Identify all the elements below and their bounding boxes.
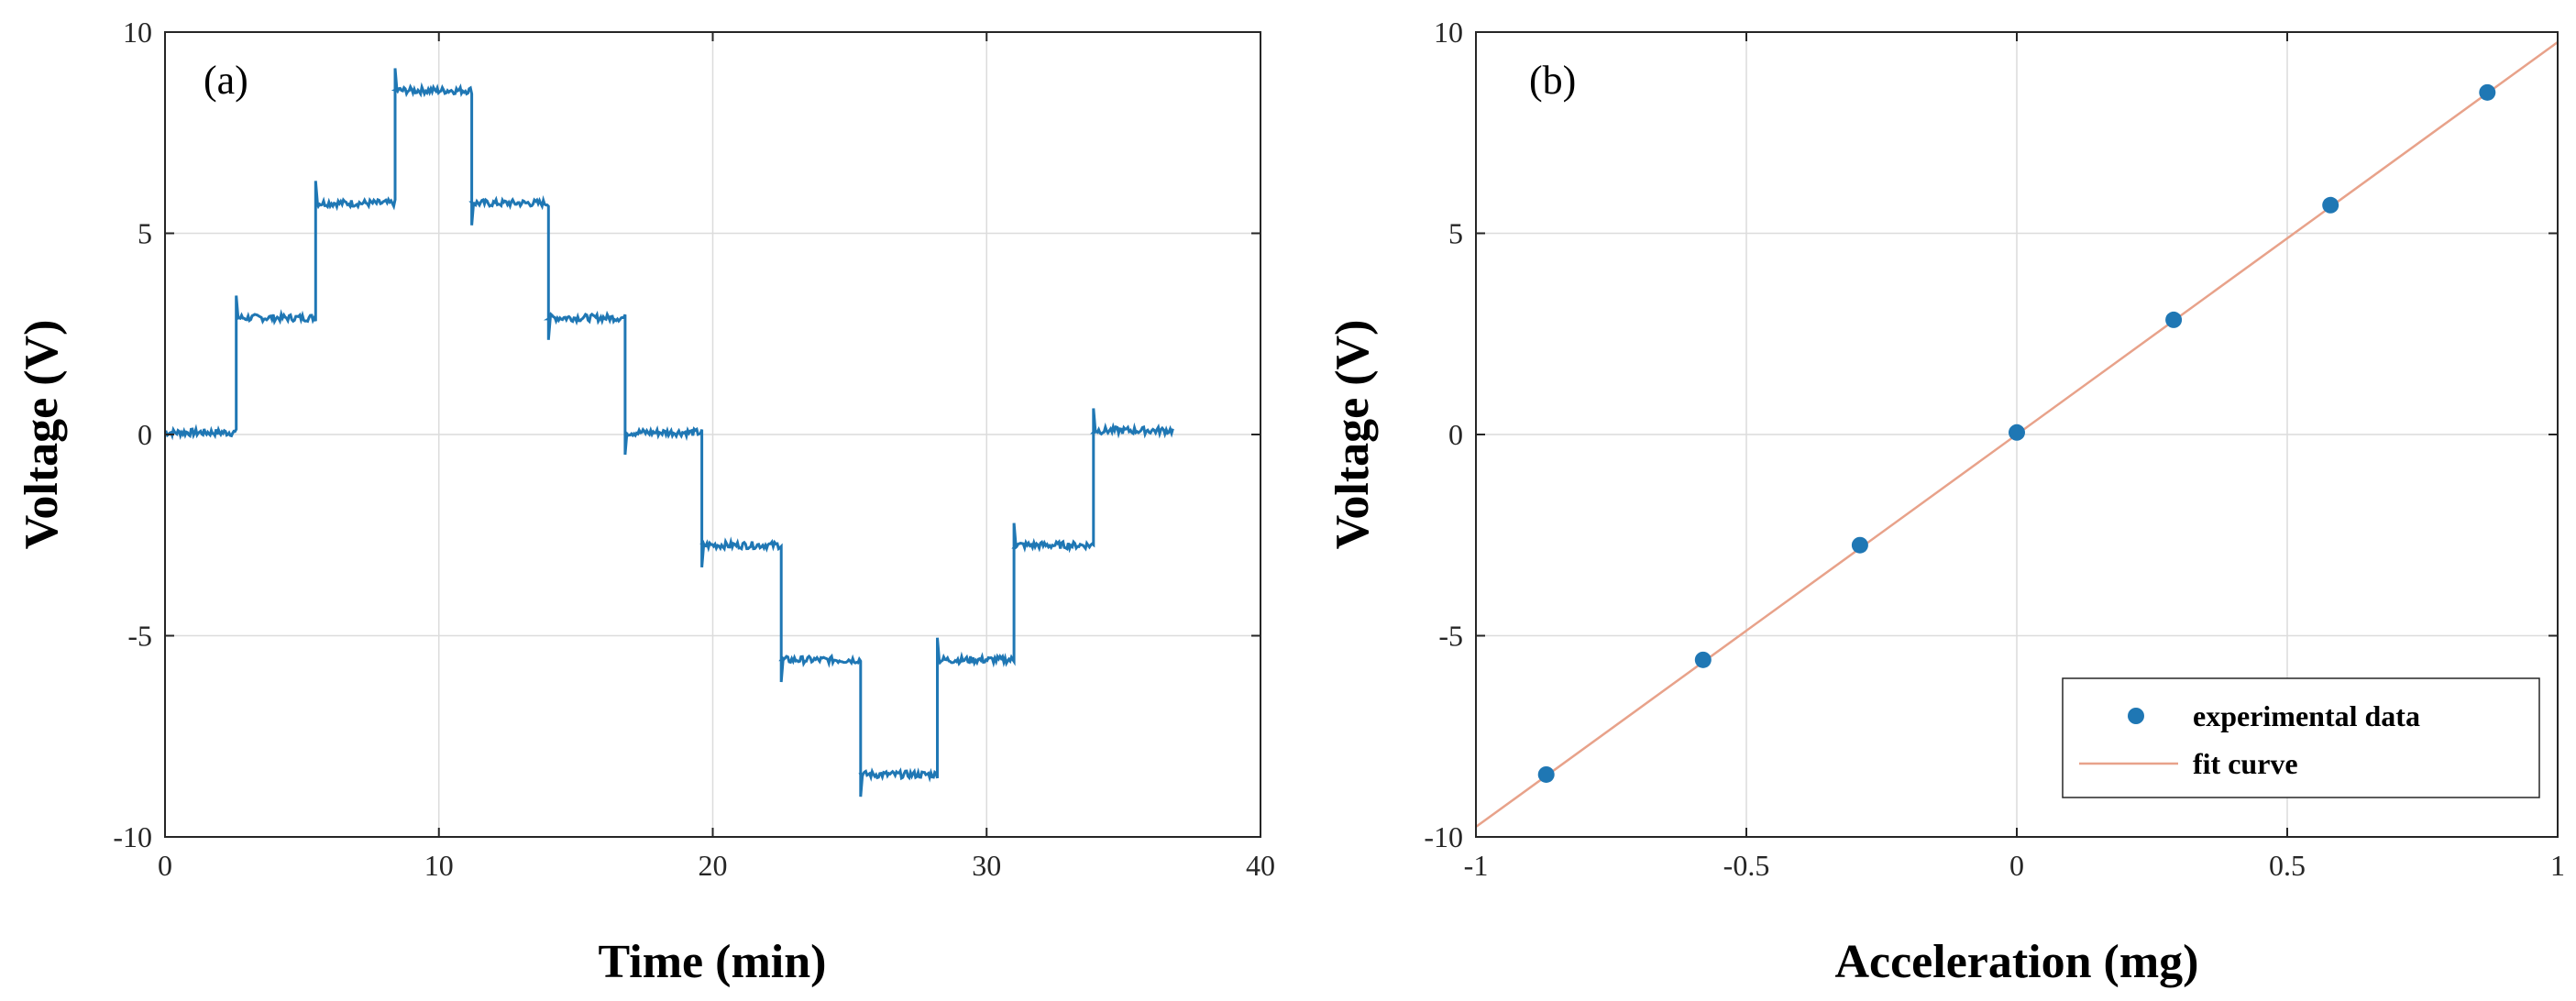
panel-a-y-ticks: -10 -5 0 5 10 [113, 16, 1260, 853]
panel-a-y-tick-label: 10 [123, 16, 152, 49]
panel-b-y-tick-label: 0 [1448, 418, 1463, 451]
panel-a-y-tick-label: -5 [127, 620, 152, 653]
panel-b-x-tick-label: 0.5 [2269, 849, 2306, 882]
experimental-data-points [1537, 83, 2496, 783]
legend: experimental data fit curve [2062, 677, 2540, 798]
panel-b-y-tick-label: -10 [1424, 820, 1463, 853]
data-point [2322, 196, 2339, 214]
panel-a: 0 10 20 30 40 -10 -5 0 5 10 (a) Time (min) Volta… [16, 16, 1275, 988]
panel-b-y-tick-label: 5 [1448, 217, 1463, 250]
legend-label-experimental-data: experimental data [2193, 699, 2420, 732]
panel-b-x-ticks: -1 -0.5 0 0.5 1 [1464, 32, 2565, 882]
panel-a-grid [164, 31, 1261, 838]
panel-a-y-tick-label: 0 [138, 418, 152, 451]
panel-a-y-tick-label: -10 [113, 820, 152, 853]
panel-b-y-tick-label: 10 [1434, 16, 1463, 49]
panel-a-x-ticks: 0 10 20 30 40 [158, 32, 1275, 882]
legend-box [2062, 677, 2540, 798]
data-point [1851, 536, 1868, 554]
legend-label-fit-curve: fit curve [2193, 747, 2298, 780]
data-point [1537, 765, 1555, 783]
panel-b-y-tick-label: -5 [1438, 620, 1463, 653]
panel-b-x-axis-label: Acceleration (mg) [1834, 936, 2198, 988]
panel-b-y-axis-label: Voltage (V) [1327, 320, 1379, 550]
panel-b-x-tick-label: 0 [2009, 849, 2024, 882]
legend-marker-experimental-data [2128, 708, 2144, 724]
data-point [1694, 651, 1712, 668]
panel-a-x-tick-label: 10 [424, 849, 454, 882]
data-point [2165, 311, 2183, 328]
panel-b: -1 -0.5 0 0.5 1 -10 -5 0 5 10 (b) Acceleration (… [1327, 16, 2565, 988]
panel-b-x-tick-label: -0.5 [1723, 849, 1770, 882]
panel-a-x-tick-label: 20 [699, 849, 728, 882]
data-point [2479, 83, 2496, 101]
panel-a-x-tick-label: 30 [972, 849, 1001, 882]
panel-b-x-tick-label: 1 [2550, 849, 2565, 882]
panel-a-y-tick-label: 5 [138, 217, 152, 250]
panel-a-label: (a) [204, 58, 248, 103]
panel-a-x-tick-label: 40 [1246, 849, 1275, 882]
panel-a-x-axis-label: Time (min) [599, 936, 827, 988]
voltage-time-trace [164, 68, 1174, 798]
data-point [2009, 424, 2025, 441]
panel-a-y-axis-label: Voltage (V) [16, 320, 68, 550]
panel-b-x-tick-label: -1 [1464, 849, 1489, 882]
panel-b-label: (b) [1529, 58, 1576, 103]
panel-b-y-ticks: -10 -5 0 5 10 [1424, 16, 2558, 853]
panel-a-x-tick-label: 0 [158, 849, 172, 882]
